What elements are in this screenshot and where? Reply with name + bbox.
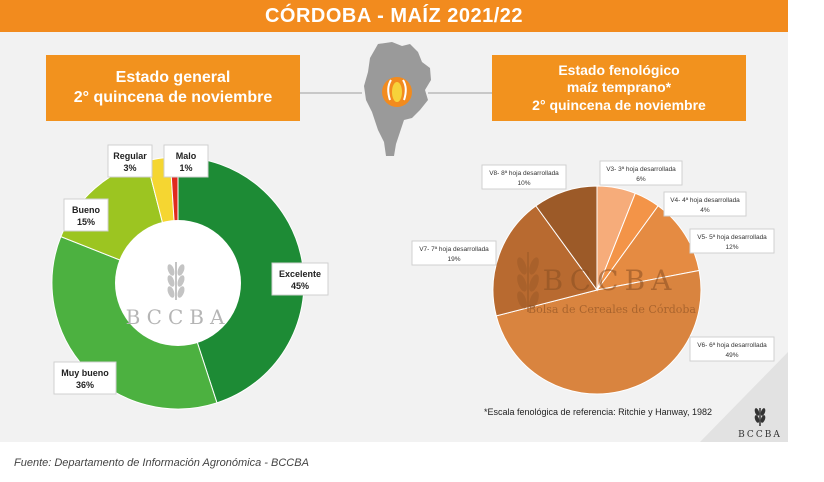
pie-label-v5: V5- 5ª hoja desarrollada 12% (689, 228, 775, 254)
label-v7-value: 19% (447, 256, 460, 263)
connector-right (428, 92, 492, 94)
label-v5-name: V5- 5ª hoja desarrollada (697, 234, 767, 241)
pie-slice-5 (492, 205, 598, 317)
label-muy-bueno-value: 36% (76, 380, 94, 390)
donut-label-excelente: Excelente 45% (271, 262, 329, 296)
pie-watermark-text: BCCBA (543, 264, 678, 297)
label-v8-value: 10% (517, 180, 530, 187)
label-v4-name: V4- 4ª hoja desarrollada (670, 197, 740, 204)
label-bueno-name: Bueno (72, 205, 101, 215)
donut-label-regular: Regular 3% (107, 144, 153, 178)
estado-fenologico-line3: 2° quincena de noviembre (532, 96, 706, 113)
label-v3-value: 6% (636, 176, 646, 183)
label-regular-value: 3% (123, 163, 136, 173)
estado-general-line2: 2° quincena de noviembre (73, 89, 273, 106)
corner-wheat-icon (754, 408, 766, 426)
estado-fenologico-box: Estado fenológico maíz temprano* 2° quin… (492, 55, 746, 121)
pie-label-v6: V6- 6ª hoja desarrollada 49% (689, 336, 775, 362)
pie-label-v4: V4- 4ª hoja desarrollada 4% (663, 191, 747, 217)
pie-slice-3 (595, 205, 700, 291)
label-v8-name: V8- 8ª hoja desarrollada (489, 170, 559, 177)
label-regular-name: Regular (113, 151, 147, 161)
footnote: *Escala fenológica de referencia: Ritchi… (484, 407, 712, 417)
label-malo-name: Malo (176, 151, 197, 161)
corner-decoration (700, 352, 788, 442)
label-excelente-value: 45% (291, 281, 309, 291)
pie-slice-6 (535, 185, 598, 292)
label-v5-value: 12% (725, 244, 738, 251)
label-v7-name: V7- 7ª hoja desarrollada (419, 246, 489, 253)
donut-label-muy-bueno: Muy bueno 36% (53, 361, 117, 395)
pie-label-v7: V7- 7ª hoja desarrollada 19% (411, 240, 497, 266)
estado-fenologico-line2: maíz temprano* (566, 79, 672, 96)
pie-label-v8: V8- 8ª hoja desarrollada 10% (481, 164, 567, 190)
estado-general-line1: Estado general (115, 69, 231, 86)
pie-label-v3: V3- 3ª hoja desarrollada 6% (599, 160, 683, 186)
estado-general-box: Estado general 2° quincena de noviembre (46, 55, 300, 121)
pie-watermark-subtitle: Bolsa de Cereales de Córdoba (528, 303, 696, 316)
label-excelente-name: Excelente (279, 269, 321, 279)
donut-label-bueno: Bueno 15% (63, 198, 109, 232)
estado-fenologico-pie (492, 185, 702, 395)
wheat-icon (167, 262, 185, 300)
source-note: Fuente: Departamento de Información Agro… (14, 457, 309, 469)
page-title: CÓRDOBA - MAÍZ 2021/22 (0, 0, 788, 32)
label-malo-value: 1% (179, 163, 192, 173)
connector-left (300, 92, 362, 94)
donut-watermark-text: BCCBA (126, 305, 231, 329)
label-v6-name: V6- 6ª hoja desarrollada (697, 342, 767, 349)
corner-logo-text: BCCBA (738, 430, 782, 440)
corn-icon (382, 77, 412, 107)
label-v6-value: 49% (725, 352, 738, 359)
donut-label-malo: Malo 1% (163, 144, 209, 178)
label-v4-value: 4% (700, 207, 710, 214)
label-v3-name: V3- 3ª hoja desarrollada (606, 166, 676, 173)
pie-watermark: BCCBA Bolsa de Cereales de Córdoba (517, 252, 696, 316)
label-muy-bueno-name: Muy bueno (61, 368, 109, 378)
label-bueno-value: 15% (77, 217, 95, 227)
estado-fenologico-line1: Estado fenológico (558, 61, 680, 78)
pie-slice-4 (495, 269, 702, 395)
